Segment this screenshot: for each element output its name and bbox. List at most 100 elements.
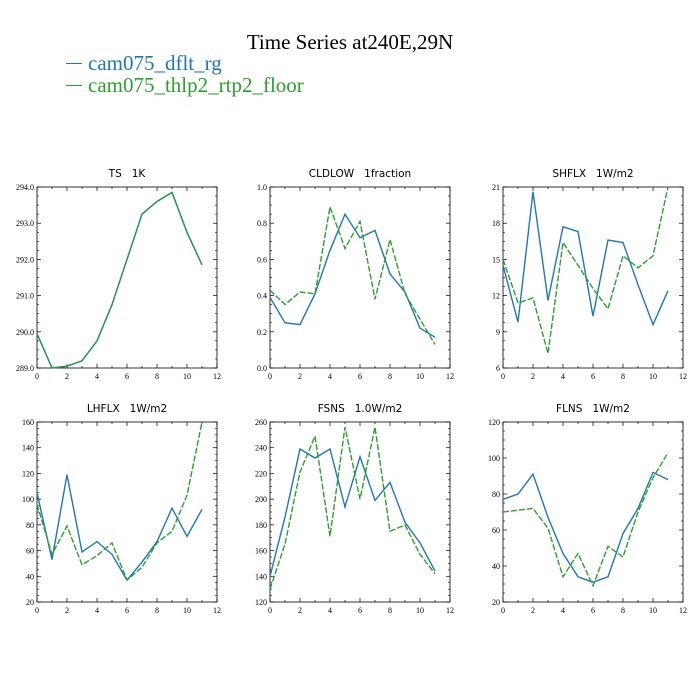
y-tick-label: 0.4 <box>257 292 267 301</box>
x-tick-label: 6 <box>125 372 129 381</box>
figure-title: Time Series at240E,29N <box>246 30 454 54</box>
y-tick-label: 160 <box>22 418 34 427</box>
y-tick-label: 100 <box>488 454 500 463</box>
x-tick-label: 4 <box>95 372 99 381</box>
y-tick-label: 9 <box>496 328 500 337</box>
x-tick-label: 2 <box>65 606 69 615</box>
legend-label-1: cam075_thlp2_rtp2_floor <box>88 73 304 97</box>
x-tick-label: 2 <box>531 372 535 381</box>
y-tick-label: 260 <box>255 418 267 427</box>
series-line-0 <box>269 447 436 577</box>
x-tick-label: 10 <box>416 372 424 381</box>
y-tick-label: 60 <box>492 526 500 535</box>
y-tick-label: 290.0 <box>16 328 34 337</box>
y-tick-label: 0.0 <box>257 364 267 373</box>
x-tick-label: 2 <box>531 606 535 615</box>
x-tick-label: 2 <box>65 372 69 381</box>
y-tick-label: 60 <box>26 547 34 556</box>
y-tick-label: 0.2 <box>257 328 267 337</box>
legend-swatch-1 <box>66 84 82 86</box>
y-tick-label: 21 <box>492 183 500 192</box>
y-tick-label: 120 <box>488 418 500 427</box>
x-tick-label: 12 <box>213 606 221 615</box>
legend-label-0: cam075_dflt_rg <box>88 51 222 75</box>
x-tick-label: 0 <box>35 606 39 615</box>
y-tick-label: 12 <box>492 292 500 301</box>
legend-item-0: cam075_dflt_rg <box>66 52 304 74</box>
legend-swatch-0 <box>66 62 82 64</box>
y-tick-label: 6 <box>496 364 500 373</box>
x-tick-label: 12 <box>446 372 454 381</box>
x-tick-label: 8 <box>621 606 625 615</box>
y-tick-label: 294.0 <box>16 183 34 192</box>
x-tick-label: 10 <box>183 372 191 381</box>
y-tick-label: 292.0 <box>16 255 34 264</box>
x-tick-label: 0 <box>268 372 272 381</box>
x-tick-label: 6 <box>591 372 595 381</box>
y-tick-label: 15 <box>492 255 500 264</box>
y-tick-label: 293.0 <box>16 219 34 228</box>
legend-item-1: cam075_thlp2_rtp2_floor <box>66 74 304 96</box>
x-tick-label: 6 <box>358 606 362 615</box>
series-line-1 <box>36 191 203 369</box>
x-tick-label: 4 <box>95 606 99 615</box>
series-line-1 <box>269 426 436 590</box>
plot-frame <box>502 421 684 603</box>
series-line-1 <box>269 204 436 345</box>
x-tick-label: 4 <box>561 606 565 615</box>
x-tick-label: 0 <box>35 372 39 381</box>
series-line-0 <box>502 191 669 327</box>
x-tick-label: 0 <box>501 606 505 615</box>
x-tick-label: 8 <box>388 606 392 615</box>
series-line-1 <box>502 186 669 354</box>
plot-frame <box>269 421 451 603</box>
x-tick-label: 12 <box>213 372 221 381</box>
y-tick-label: 80 <box>26 521 34 530</box>
x-tick-label: 6 <box>125 606 129 615</box>
x-tick-label: 0 <box>268 606 272 615</box>
x-tick-label: 4 <box>328 606 332 615</box>
y-tick-label: 0.6 <box>257 255 267 264</box>
panel-title: SHFLX 1W/m2 <box>552 168 633 180</box>
x-tick-label: 8 <box>155 372 159 381</box>
panel-title: CLDLOW 1fraction <box>309 168 411 180</box>
y-tick-label: 120 <box>255 598 267 607</box>
x-tick-label: 8 <box>388 372 392 381</box>
panel-4: FSNS 1.0W/m2 0 2 4 6 8 10 12 120 140 160 180 200 220 2… <box>255 403 454 615</box>
y-tick-label: 140 <box>255 572 267 581</box>
panel-title: TS 1K <box>108 168 147 180</box>
x-tick-label: 2 <box>298 372 302 381</box>
x-tick-label: 12 <box>679 372 687 381</box>
y-tick-label: 140 <box>22 444 34 453</box>
y-tick-label: 100 <box>22 495 34 504</box>
series-line-1 <box>36 421 203 582</box>
y-tick-label: 0.8 <box>257 219 267 228</box>
x-tick-label: 10 <box>649 606 657 615</box>
x-tick-label: 4 <box>561 372 565 381</box>
x-tick-label: 10 <box>183 606 191 615</box>
x-tick-label: 6 <box>591 606 595 615</box>
panel-title: LHFLX 1W/m2 <box>87 403 167 415</box>
panel-title: FSNS 1.0W/m2 <box>318 403 403 415</box>
panel-0: TS 1K 0 2 4 6 8 10 12 289.0 290.0 291.0 292.0 293.0 2… <box>16 168 221 381</box>
y-tick-label: 240 <box>255 444 267 453</box>
series-line-0 <box>36 474 203 582</box>
x-tick-label: 8 <box>621 372 625 381</box>
y-tick-label: 80 <box>492 490 500 499</box>
x-tick-label: 12 <box>679 606 687 615</box>
panel-3: LHFLX 1W/m2 0 2 4 6 8 10 12 20 40 60 80 100 120 140 160 <box>22 403 221 615</box>
plot-frame <box>36 421 218 603</box>
x-tick-label: 10 <box>649 372 657 381</box>
y-tick-label: 200 <box>255 495 267 504</box>
y-tick-label: 220 <box>255 469 267 478</box>
y-tick-label: 20 <box>26 598 34 607</box>
y-tick-label: 120 <box>22 469 34 478</box>
y-tick-label: 1.0 <box>257 183 267 192</box>
y-tick-label: 160 <box>255 547 267 556</box>
panel-5: FLNS 1W/m2 0 2 4 6 8 10 12 20 40 60 80 100 120 <box>488 403 687 615</box>
plot-frame <box>36 186 218 369</box>
series-line-0 <box>36 191 203 369</box>
y-tick-label: 18 <box>492 219 500 228</box>
